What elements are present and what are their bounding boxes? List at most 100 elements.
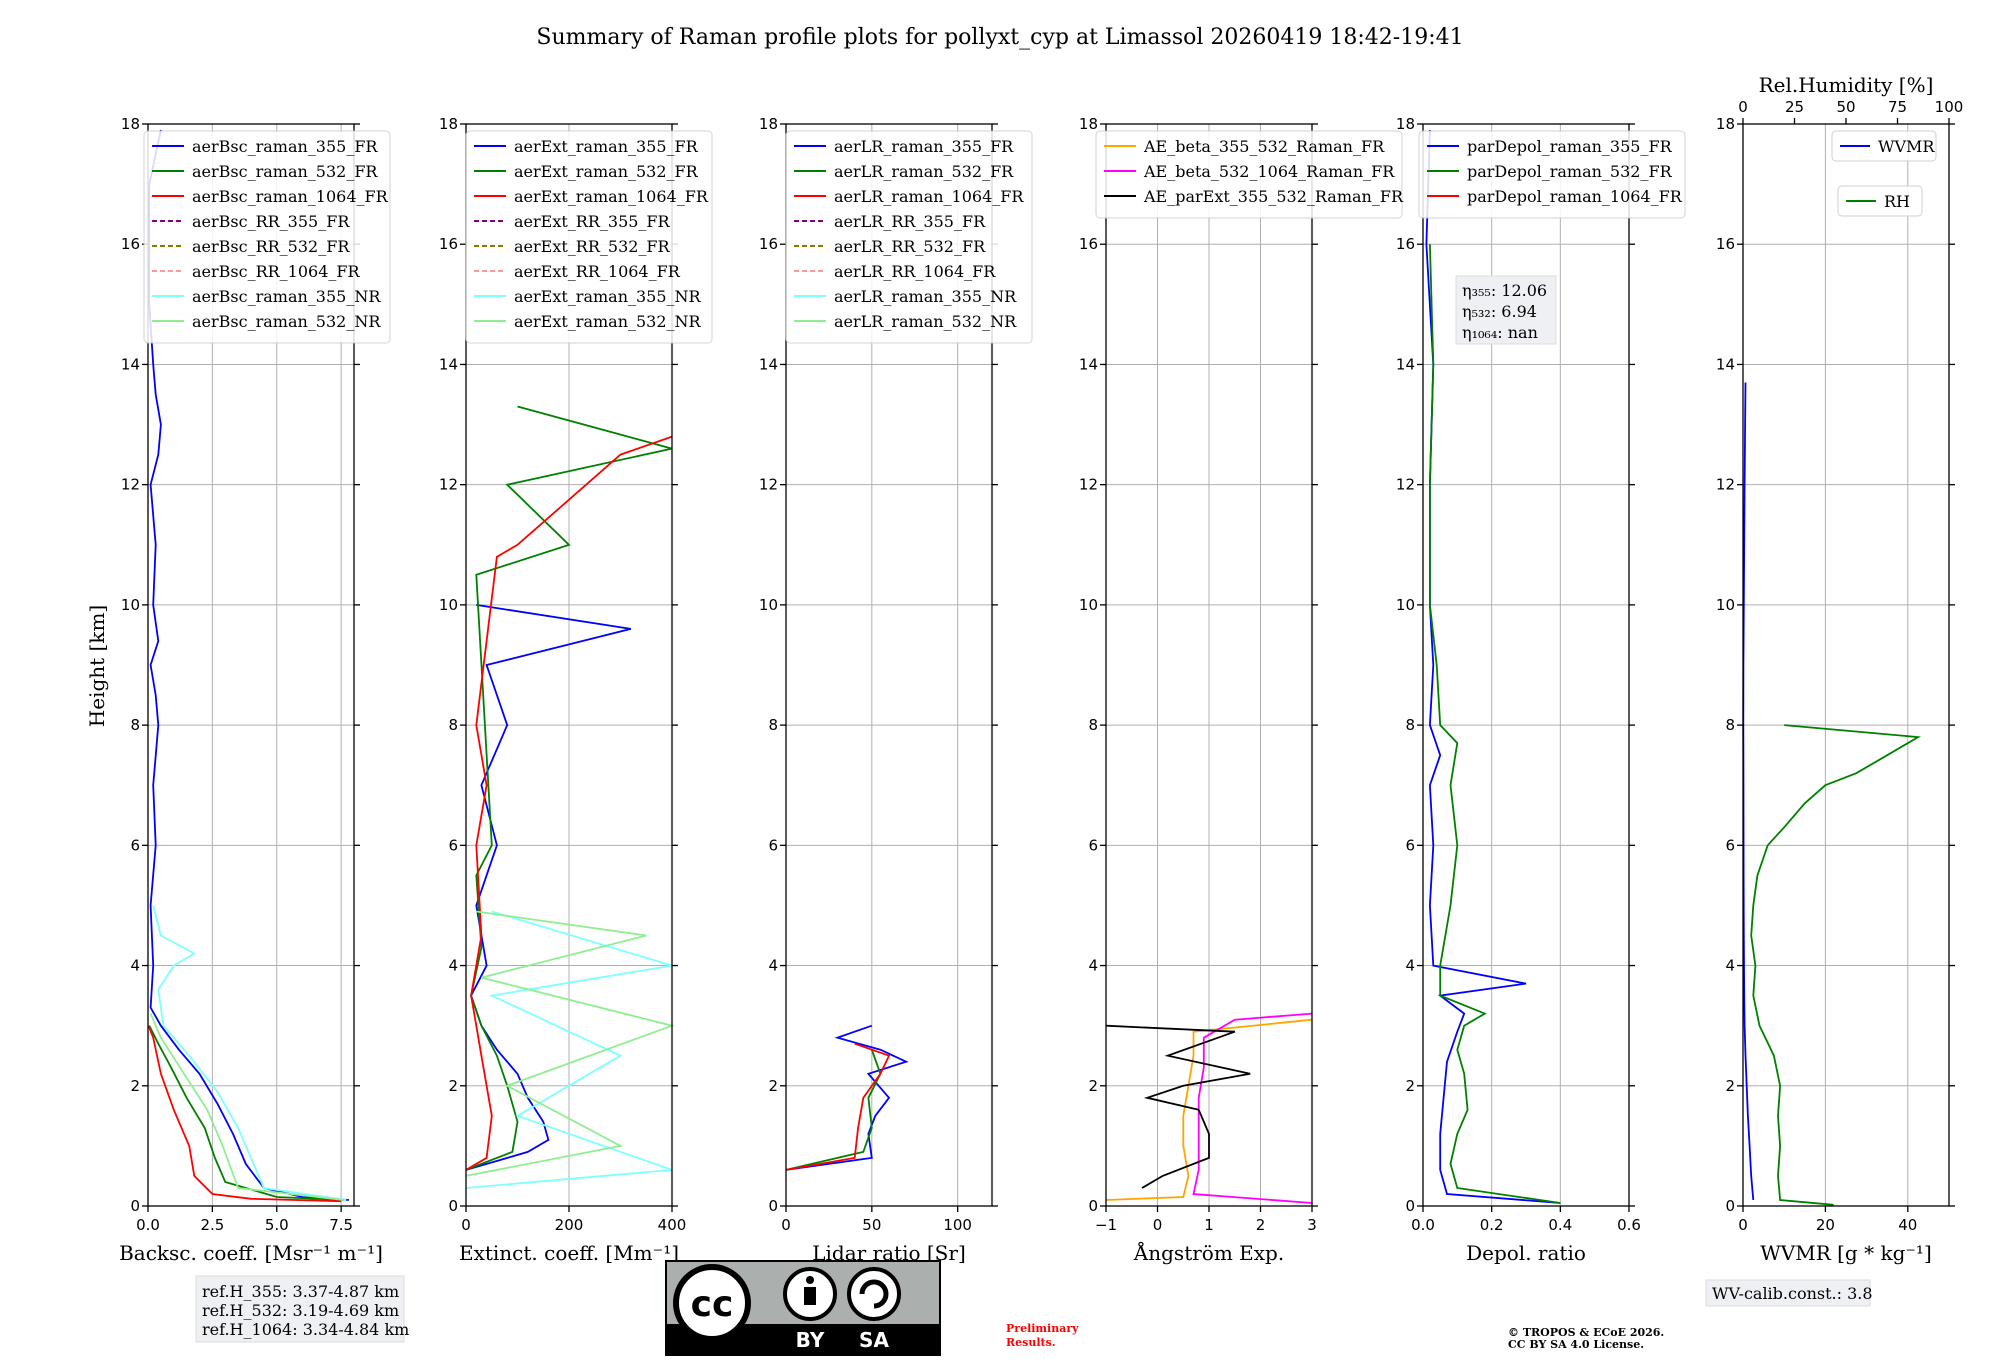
x-tick-label: −1	[1095, 1216, 1117, 1234]
copyright-line-2: CC BY SA 4.0 License.	[1508, 1338, 1644, 1351]
legend-frame	[1095, 130, 1403, 219]
x-tick-label: 2	[1256, 1216, 1266, 1234]
legend-label: aerExt_RR_1064_FR	[514, 262, 681, 281]
y-tick-label: 12	[1396, 476, 1415, 494]
y-tick-label: 12	[1716, 476, 1735, 494]
series-aerBsc_raman_532_NR	[149, 1013, 344, 1201]
cc-icon	[673, 1264, 751, 1342]
y-tick-label: 10	[439, 596, 458, 614]
top-x-tick-label: 0	[1738, 98, 1748, 116]
legend-label: aerLR_RR_1064_FR	[834, 262, 996, 281]
cc-logo-text: cc	[691, 1284, 734, 1325]
legend-box: parDepol_raman_355_FR parDepol_raman_532_…	[1418, 130, 1686, 219]
legend-frame	[1418, 130, 1686, 219]
series-AE_parExt_355_532_Raman_FR	[1105, 1024, 1251, 1189]
y-tick-label: 4	[768, 957, 778, 975]
axes-frame	[147, 123, 355, 1207]
series-aerBsc_raman_355_FR	[148, 129, 349, 1201]
x-tick-label: 50	[862, 1216, 881, 1234]
legend-label: aerBsc_raman_532_FR	[192, 162, 378, 181]
cc-sa-label: SA	[859, 1328, 889, 1352]
y-tick-label: 14	[1079, 355, 1098, 373]
legend-label: aerExt_raman_355_NR	[514, 287, 702, 306]
y-tick-label: 16	[1716, 235, 1735, 253]
legend-box: AE_beta_355_532_Raman_FR AE_beta_532_1064…	[1095, 130, 1404, 219]
y-tick-label: 12	[121, 476, 140, 494]
axes-frame	[1422, 123, 1630, 1207]
ref-h-532: ref.H_532: 3.19-4.69 km	[202, 1301, 399, 1320]
legend-label: aerExt_raman_532_FR	[514, 162, 699, 181]
x-tick-label: 0	[461, 1216, 471, 1234]
axes-frame	[1742, 123, 1950, 1207]
legend-label: aerLR_raman_355_NR	[834, 287, 1017, 306]
eta-box	[1455, 275, 1557, 345]
y-tick-label: 4	[130, 957, 140, 975]
series-aerLR_raman_532_FR	[785, 1049, 882, 1171]
legend-label: AE_parExt_355_532_Raman_FR	[1143, 187, 1404, 206]
legend-label: parDepol_raman_1064_FR	[1467, 187, 1683, 206]
y-tick-label: 2	[768, 1077, 778, 1095]
eta-annotation: η₃₅₅: 12.06 η₅₃₂: 6.94 η₁₀₆₄: nan	[1455, 275, 1557, 345]
legend-label: aerLR_RR_355_FR	[834, 212, 986, 231]
legend-box: aerBsc_raman_355_FR aerBsc_raman_532_FRae…	[143, 130, 391, 344]
ref-h-355: ref.H_355: 3.37-4.87 km	[202, 1282, 399, 1301]
y-tick-label: 18	[1396, 115, 1415, 133]
y-tick-label: 2	[1405, 1077, 1415, 1095]
x-tick-label: 0.4	[1548, 1216, 1572, 1234]
legend-label: aerLR_raman_355_FR	[834, 137, 1014, 156]
x-tick-label: 1	[1204, 1216, 1214, 1234]
x-tick-label: 5.0	[265, 1216, 289, 1234]
legend-box: aerLR_raman_355_FR aerLR_raman_532_FR aerL…	[785, 130, 1033, 344]
legend-frame	[1837, 185, 1923, 217]
x-tick-label: 40	[1898, 1216, 1917, 1234]
legend-label: aerExt_raman_532_NR	[514, 312, 702, 331]
x-tick-label: 0.0	[1411, 1216, 1435, 1234]
y-tick-label: 8	[1405, 716, 1415, 734]
y-tick-label: 4	[1725, 957, 1735, 975]
share-alike-icon	[847, 1267, 901, 1321]
series-AE_beta_532_1064_Raman_FR	[1192, 1012, 1313, 1204]
y-tick-label: 4	[1405, 957, 1415, 975]
y-tick-label: 10	[759, 596, 778, 614]
panel-depol: 0 2 4 6 8 10 12 14 16 18 0.0 0.2 0.4 0.6 Depol. ratio p…	[1396, 115, 1686, 1265]
y-tick-label: 6	[1405, 836, 1415, 854]
series-aerBsc_raman_532_FR	[148, 1025, 344, 1201]
series-aerExt_raman_1064_FR	[465, 435, 673, 1171]
y-tick-label: 18	[1079, 115, 1098, 133]
x-tick-label: 7.5	[329, 1216, 353, 1234]
x-tick-label: 0	[781, 1216, 791, 1234]
x-axis-label: Ångström Exp.	[1133, 1240, 1284, 1265]
y-tick-label: 6	[1088, 836, 1098, 854]
y-tick-label: 0	[448, 1197, 458, 1215]
y-tick-label: 10	[1079, 596, 1098, 614]
series-aerLR_raman_355_FR	[785, 1024, 909, 1171]
legend-box: RH	[1837, 185, 1923, 217]
copyright-line-1: © TROPOS & ECoE 2026.	[1508, 1326, 1664, 1339]
y-tick-label: 8	[1725, 716, 1735, 734]
y-tick-label: 18	[121, 115, 140, 133]
legend-box: aerExt_raman_355_FR aerExt_raman_532_FRae…	[465, 130, 713, 344]
legend-label: AE_beta_532_1064_Raman_FR	[1143, 162, 1395, 181]
y-tick-label: 12	[439, 476, 458, 494]
x-tick-label: 0	[1738, 1216, 1748, 1234]
panel-ext: 0 2 4 6 8 10 12 14 16 18 0 200 400 Extinct. coeff. [M…	[439, 115, 713, 1265]
y-tick-label: 0	[768, 1197, 778, 1215]
series-aerBsc_raman_1064_FR	[147, 1025, 342, 1203]
legend-label: aerBsc_RR_532_FR	[192, 237, 350, 256]
y-tick-label: 14	[439, 355, 458, 373]
y-tick-label: 8	[448, 716, 458, 734]
legend-label: aerBsc_raman_355_FR	[192, 137, 378, 156]
y-tick-label: 14	[1396, 355, 1415, 373]
series-AE_beta_355_532_Raman_FR	[1105, 1018, 1313, 1201]
y-tick-label: 0	[130, 1197, 140, 1215]
legend-label: WVMR	[1878, 137, 1935, 156]
y-tick-label: 4	[448, 957, 458, 975]
legend-frame	[465, 130, 713, 344]
legend-label: aerLR_raman_532_NR	[834, 312, 1017, 331]
y-tick-label: 0	[1088, 1197, 1098, 1215]
series-aerBsc_raman_355_NR	[152, 905, 347, 1201]
legend-label: aerExt_raman_1064_FR	[514, 187, 709, 206]
y-tick-label: 10	[1716, 596, 1735, 614]
